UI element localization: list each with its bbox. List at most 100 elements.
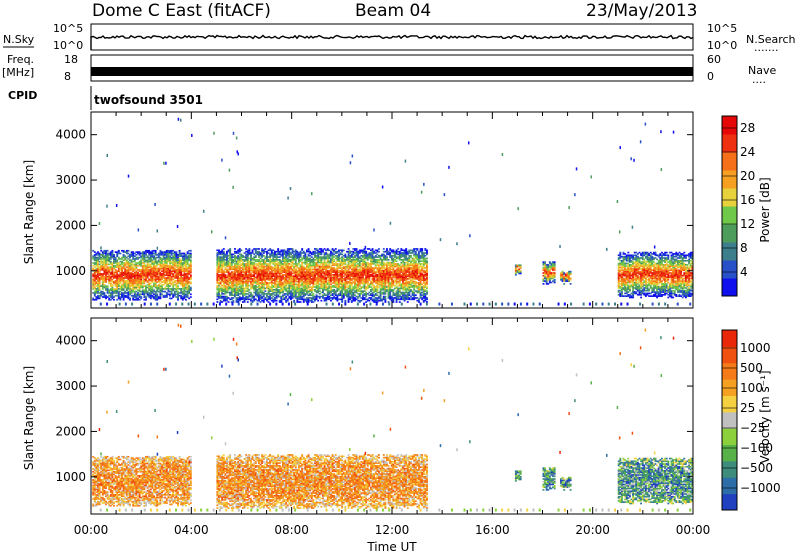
power-cell bbox=[175, 251, 178, 253]
power-cell bbox=[109, 292, 112, 294]
power-cell bbox=[229, 249, 232, 252]
power-cell bbox=[170, 283, 173, 286]
power-cell bbox=[161, 260, 163, 263]
freq-unit: [MHz] bbox=[2, 66, 34, 79]
power-cell bbox=[149, 266, 152, 268]
power-cell bbox=[148, 273, 151, 275]
power-cell bbox=[113, 296, 115, 298]
power-cell bbox=[226, 287, 228, 290]
power-cell bbox=[185, 267, 187, 270]
power-cell bbox=[173, 262, 176, 264]
power-cell bbox=[189, 286, 192, 289]
power-cell bbox=[164, 281, 167, 283]
power-cell bbox=[116, 285, 119, 287]
power-cell bbox=[111, 275, 114, 278]
power-cell bbox=[97, 285, 99, 287]
power-cell bbox=[167, 285, 170, 287]
power-cell bbox=[162, 252, 165, 255]
power-cell bbox=[177, 277, 179, 279]
nsky-tick-low: 10^0 bbox=[53, 39, 83, 52]
power-cell bbox=[95, 260, 98, 263]
power-cell bbox=[151, 252, 154, 255]
power-cell bbox=[221, 279, 224, 282]
power-cell bbox=[165, 254, 168, 256]
power-cell bbox=[121, 249, 123, 252]
power-cell bbox=[101, 252, 104, 255]
power-cell bbox=[97, 289, 99, 292]
power-cell bbox=[153, 297, 155, 300]
power-cell bbox=[222, 273, 225, 276]
power-cell bbox=[221, 263, 224, 265]
power-cell bbox=[100, 254, 103, 256]
power-cell bbox=[218, 295, 220, 298]
power-cell bbox=[146, 260, 149, 263]
power-cell bbox=[154, 294, 157, 297]
power-cell bbox=[92, 262, 95, 264]
power-cell bbox=[173, 256, 176, 259]
power-cell bbox=[161, 262, 163, 264]
power-cell bbox=[130, 263, 133, 266]
power-cell bbox=[165, 249, 168, 252]
power-cell bbox=[216, 268, 219, 271]
power-cell bbox=[180, 254, 183, 256]
power-cell bbox=[221, 269, 224, 272]
power-cell bbox=[138, 296, 141, 298]
power-cell bbox=[165, 260, 168, 263]
power-cell bbox=[188, 273, 191, 275]
power-cell bbox=[145, 254, 147, 256]
power-cell bbox=[153, 262, 155, 264]
power-cell bbox=[234, 278, 236, 280]
power-cell bbox=[219, 301, 222, 303]
power-cell bbox=[125, 266, 128, 268]
power-cell bbox=[183, 286, 186, 289]
power-cell bbox=[188, 282, 191, 285]
power-cell bbox=[121, 288, 123, 290]
power-cell bbox=[133, 277, 136, 279]
power-cell bbox=[162, 270, 165, 273]
power-cell bbox=[121, 267, 123, 270]
power-cell bbox=[106, 271, 109, 274]
power-cell bbox=[342, 249, 345, 252]
power-cell bbox=[189, 255, 192, 258]
power-cell bbox=[135, 283, 138, 286]
power-cell bbox=[116, 286, 119, 289]
power-cell bbox=[93, 262, 96, 264]
power-cell bbox=[113, 255, 115, 258]
power-cell bbox=[218, 261, 220, 264]
power-cell bbox=[93, 282, 96, 285]
power-cell bbox=[119, 268, 122, 271]
power-cell bbox=[95, 281, 98, 283]
power-cell bbox=[119, 293, 122, 296]
power-cell bbox=[122, 286, 125, 289]
power-cell bbox=[177, 259, 179, 262]
power-cell bbox=[153, 268, 155, 271]
power-cell bbox=[137, 283, 139, 286]
power-cell bbox=[116, 292, 119, 294]
power-cell bbox=[229, 278, 232, 280]
power-cell bbox=[129, 262, 131, 264]
power-cell bbox=[111, 267, 114, 270]
power-cell bbox=[93, 293, 96, 296]
power-cell bbox=[167, 252, 170, 255]
power-cell bbox=[132, 270, 135, 273]
power-cell bbox=[103, 259, 106, 262]
power-cell bbox=[140, 282, 143, 285]
power-cell bbox=[224, 279, 227, 282]
power-cell bbox=[109, 298, 112, 301]
power-cell bbox=[164, 282, 167, 285]
power-cell bbox=[119, 264, 122, 267]
power-cell bbox=[177, 262, 179, 264]
power-cell bbox=[122, 256, 125, 259]
power-cell bbox=[149, 292, 152, 294]
power-cell bbox=[141, 262, 144, 264]
power-cell bbox=[164, 268, 167, 271]
power-cell bbox=[116, 252, 119, 255]
power-cell bbox=[161, 264, 163, 267]
power-cell bbox=[222, 248, 225, 250]
power-cell bbox=[248, 248, 251, 250]
power-cell bbox=[216, 254, 219, 257]
power-cell bbox=[221, 278, 224, 280]
power-cell bbox=[237, 269, 240, 272]
power-cell bbox=[222, 263, 225, 265]
